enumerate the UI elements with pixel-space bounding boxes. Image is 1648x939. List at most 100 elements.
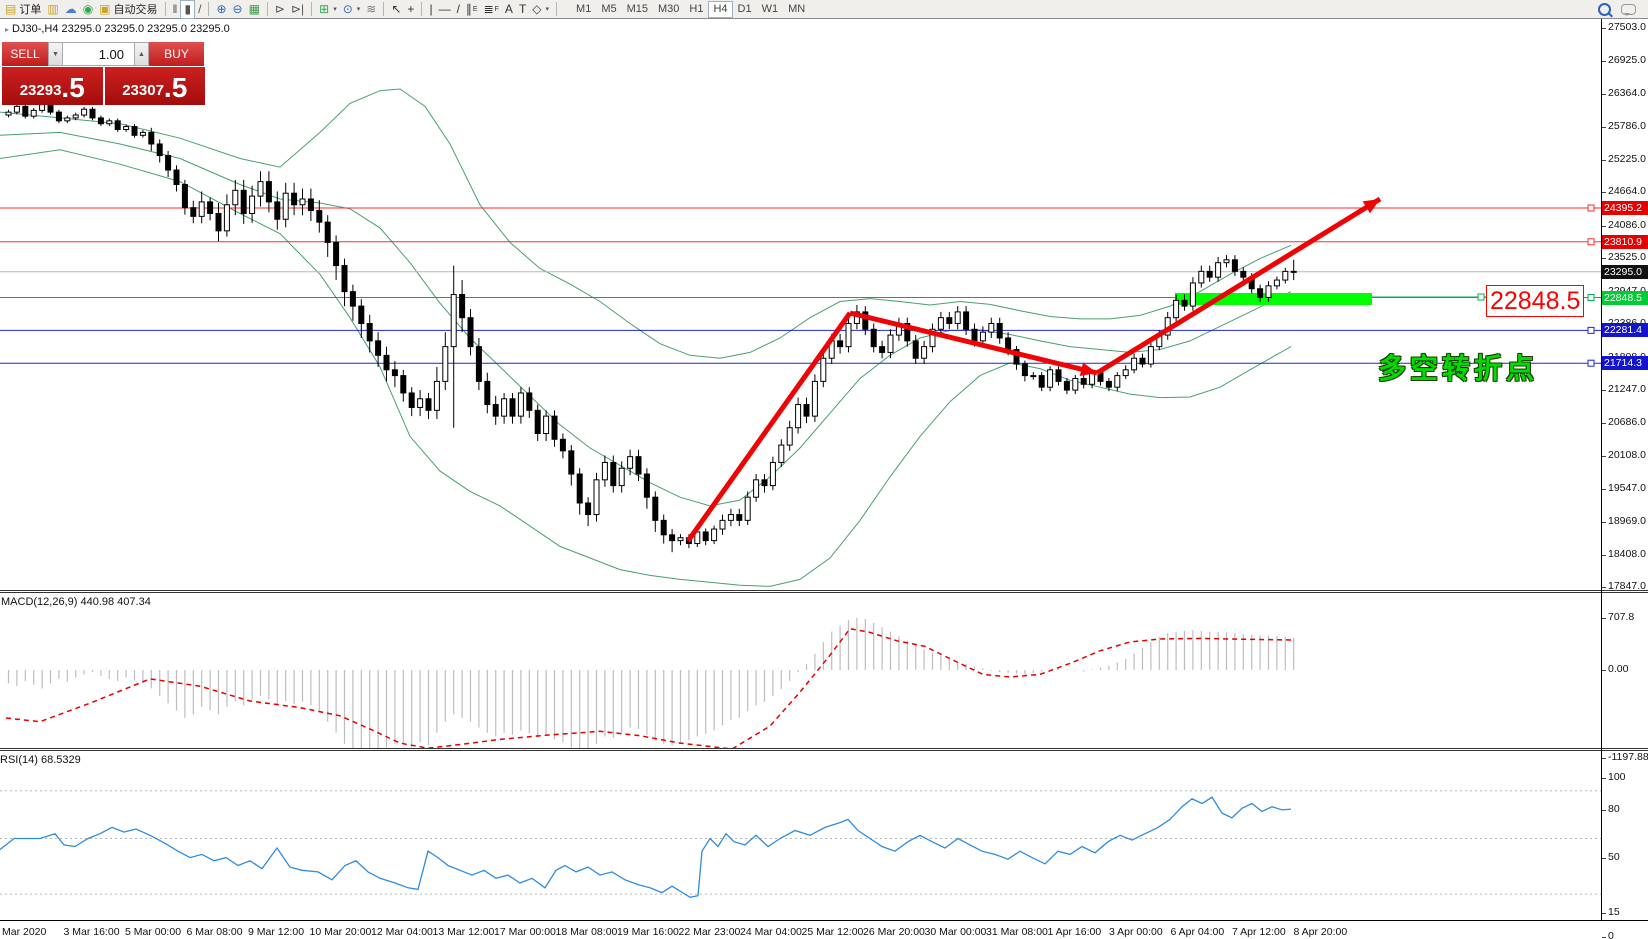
chart-area: Mar 2020 3 Mar 16:00 5 Mar 00:00 6 Mar 08:0… <box>0 19 1648 939</box>
toolbar-separator <box>164 2 166 16</box>
macd-pane-svg[interactable] <box>0 593 1601 749</box>
volume-input[interactable]: 1.00 <box>63 42 134 66</box>
axis-tick-label: 25786.0 <box>1602 120 1646 132</box>
axis-tick-label: 17847.0 <box>1602 580 1646 592</box>
new-order-label: 订单 <box>19 4 42 16</box>
price-level-chip: 23810.9 <box>1602 234 1648 249</box>
buy-price-frac: .5 <box>163 72 188 103</box>
volume-down-button[interactable]: ▼ <box>48 42 63 66</box>
auto-scroll-icon[interactable]: ⊳ <box>272 1 288 18</box>
zoom-out-icon[interactable]: ⊖ <box>230 1 246 18</box>
bar-chart-glyph: ‖ <box>172 1 178 16</box>
buy-price-box[interactable]: 23307 .5 <box>104 67 205 105</box>
macd-label: MACD(12,26,9) 440.98 407.34 <box>1 596 151 608</box>
timeframe-d1[interactable]: D1 <box>737 2 752 15</box>
axis-tick-label: 21247.0 <box>1602 383 1646 395</box>
axis-tick-label: 23525.0 <box>1602 251 1646 263</box>
bar-chart-icon[interactable]: ‖ <box>170 1 181 18</box>
fibonacci-icon[interactable]: ≣ F <box>481 1 502 18</box>
new-order-glyph: ▤ <box>5 1 17 16</box>
turning-point-annotation[interactable]: 多空转折点 <box>1378 353 1539 384</box>
level-price-label[interactable]: 22848.5 <box>1486 285 1585 317</box>
axis-tick-label: 25225.0 <box>1602 153 1646 165</box>
toolbar-separator <box>208 2 210 16</box>
timeframe-mn[interactable]: MN <box>788 2 806 15</box>
zoom-in-icon[interactable]: ⊕ <box>213 1 229 18</box>
periods-caret: ▾ <box>356 6 361 13</box>
signal-glyph: ◉ <box>82 1 94 16</box>
rsi-pane-svg[interactable] <box>0 751 1601 920</box>
indicators-icon[interactable]: ⊞ ▾ <box>316 1 340 18</box>
price-pane-svg[interactable] <box>0 19 1601 591</box>
buy-button[interactable]: BUY <box>149 42 204 66</box>
axis-tick-label: 0 <box>1602 930 1614 939</box>
fibonacci-sub: F <box>494 5 499 13</box>
timeframe-m1[interactable]: M1 <box>576 2 592 15</box>
date-label: 25 Mar 12:00 <box>801 926 864 938</box>
fibonacci-glyph: ≣ <box>483 1 494 16</box>
date-label: 3 Mar 16:00 <box>63 926 120 938</box>
date-label: 31 Mar 08:00 <box>986 926 1048 938</box>
toolbar: ▤ 订单 ▥ ☁ ◉ ▣ 自动交易 ‖ ▮ / ⊕ ⊖ ▦ ⊳ ⊳| ⊞ ▾ ⊙ ▾ ≋ ↖ + | — / ∥ E ≣ F A T ◇ ▾ M… <box>0 0 1648 19</box>
sell-price-main: 23293 <box>19 82 62 99</box>
channel-icon[interactable]: ∥ E <box>463 1 481 18</box>
date-label: 6 Apr 04:00 <box>1170 926 1225 938</box>
chat-icon[interactable] <box>1621 3 1636 16</box>
axis-tick-label: 15 <box>1602 906 1620 918</box>
timeframe-w1[interactable]: W1 <box>761 2 779 15</box>
chart-shift-glyph: ⊳| <box>290 1 305 16</box>
price-level-chip: 23295.0 <box>1602 264 1648 279</box>
horizontal-line-icon[interactable]: — <box>436 1 454 18</box>
history-center-glyph: ▥ <box>47 1 59 16</box>
timeframe-m30[interactable]: M30 <box>658 2 680 15</box>
chart-title: DJ30-,H4 23295.0 23295.0 23295.0 23295.0 <box>5 23 230 35</box>
search-icon[interactable] <box>1598 2 1611 16</box>
date-label: 9 Mar 12:00 <box>248 926 305 938</box>
candle-chart-icon[interactable]: ▮ <box>180 0 196 19</box>
timeframe-m5[interactable]: M5 <box>601 2 617 15</box>
axis-tick-label: 26925.0 <box>1602 54 1646 66</box>
sell-button[interactable]: SELL <box>2 42 48 66</box>
toolbar-right <box>1598 2 1636 16</box>
date-label: 22 Mar 23:00 <box>678 926 741 938</box>
axis-tick-label: 26364.0 <box>1602 87 1646 99</box>
arrows-icon[interactable]: ◇ ▾ <box>529 1 552 18</box>
pane-separator[interactable] <box>0 590 1648 593</box>
new-order-icon[interactable]: ▤ 订单 <box>2 1 44 18</box>
signal-icon[interactable]: ◉ <box>80 1 96 18</box>
cloud-icon[interactable]: ☁ <box>62 1 80 18</box>
timeframe-m15[interactable]: M15 <box>626 2 648 15</box>
timeframe-h4[interactable]: H4 <box>708 0 733 18</box>
toolbar-separator <box>311 2 313 16</box>
cursor-icon[interactable]: ↖ <box>388 1 404 18</box>
toolbar-separator <box>421 2 423 16</box>
axis-tick-label: 50 <box>1602 851 1620 863</box>
pane-separator[interactable] <box>0 748 1648 751</box>
text-label-icon[interactable]: T <box>516 1 529 18</box>
line-chart-icon[interactable]: / <box>195 1 204 18</box>
sell-price-box[interactable]: 23293 .5 <box>2 67 103 105</box>
text-glyph: A <box>504 1 513 16</box>
date-label: 6 Mar 08:00 <box>186 926 243 938</box>
volume-up-button[interactable]: ▲ <box>134 42 149 66</box>
indicators-glyph: ⊞ <box>319 1 330 16</box>
vertical-line-icon[interactable]: | <box>426 1 435 18</box>
timeframe-h1[interactable]: H1 <box>689 2 704 15</box>
chart-shift-icon[interactable]: ⊳| <box>288 1 307 18</box>
line-chart-glyph: / <box>198 1 202 16</box>
axis-tick-label: 0.00 <box>1602 663 1628 675</box>
crosshair-icon[interactable]: + <box>404 1 417 18</box>
text-icon[interactable]: A <box>502 1 516 18</box>
trendline-icon[interactable]: / <box>454 1 463 18</box>
tile-windows-icon[interactable]: ▦ <box>246 1 263 18</box>
autotrade-icon[interactable]: ▣ 自动交易 <box>96 1 160 18</box>
templates-icon[interactable]: ≋ <box>363 1 379 18</box>
axis-tick-label: 18969.0 <box>1602 515 1646 527</box>
tile-windows-glyph: ▦ <box>248 1 260 16</box>
toolbar-separator <box>383 2 385 16</box>
periods-icon[interactable]: ⊙ ▾ <box>340 1 364 18</box>
date-label: 5 Mar 00:00 <box>125 926 182 938</box>
history-center-icon[interactable]: ▥ <box>44 1 61 18</box>
candle-chart-glyph: ▮ <box>184 1 192 16</box>
date-label: 24 Mar 04:00 <box>740 926 802 938</box>
